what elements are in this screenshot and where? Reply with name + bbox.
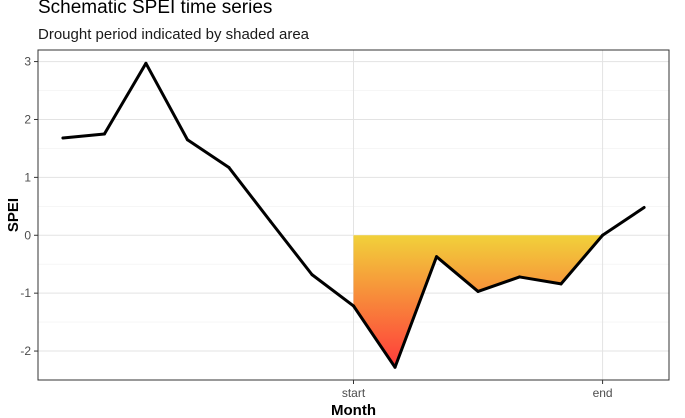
x-tick-label: start (342, 386, 366, 400)
y-tick-label: 2 (24, 112, 31, 126)
spei-line-segment (559, 233, 605, 286)
spei-line-segment (352, 304, 397, 369)
spei-line-segment (144, 61, 189, 142)
spei-line-segment (435, 255, 480, 293)
series-lines (61, 61, 646, 369)
spei-line-segment (601, 205, 646, 237)
gridlines (38, 50, 669, 380)
spei-line-segment (476, 275, 522, 293)
x-axis-ticks: start end (342, 380, 613, 400)
y-tick-label: 3 (24, 55, 31, 69)
y-tick-label: -1 (20, 286, 31, 300)
spei-line-segment (227, 166, 272, 223)
spei-line-segment (185, 138, 231, 170)
spei-line-segment (518, 275, 563, 286)
y-tick-label: 1 (24, 170, 31, 184)
spei-line-segment (393, 255, 439, 369)
spei-line-segment (102, 61, 148, 136)
chart-title: Schematic SPEI time series (38, 0, 273, 18)
drought-area (353, 235, 603, 368)
x-axis-title: Month (331, 402, 376, 418)
spei-line-segment (310, 273, 355, 308)
spei-line-segment (61, 132, 106, 140)
spei-line-segment (268, 219, 314, 277)
y-tick-label: 0 (24, 228, 31, 242)
x-tick-label: end (593, 386, 613, 400)
chart-subtitle: Drought period indicated by shaded area (38, 26, 310, 43)
y-tick-label: -2 (20, 344, 31, 358)
drought-shading (353, 235, 603, 368)
y-axis-ticks: -2 -1 0 1 2 3 (20, 55, 38, 358)
y-axis-title: SPEI (5, 198, 22, 232)
